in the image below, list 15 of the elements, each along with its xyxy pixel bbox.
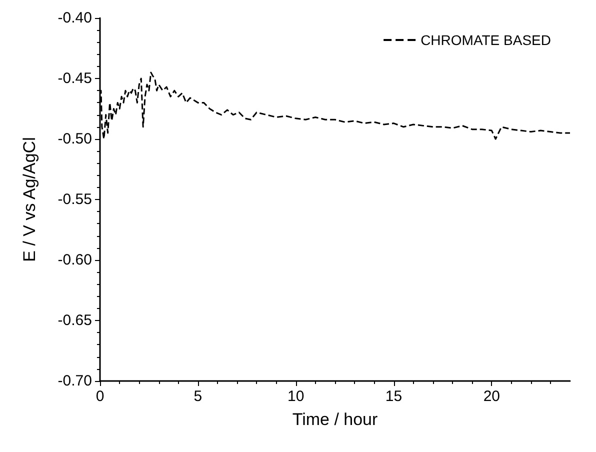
y-tick-label: -0.50	[58, 130, 92, 148]
legend-label: CHROMATE BASED	[420, 32, 552, 48]
y-tick-label: -0.45	[58, 70, 92, 87]
y-tick-label: -0.40	[58, 10, 92, 26]
x-tick-label: 0	[96, 388, 104, 405]
x-axis-title: Time / hour	[292, 410, 378, 429]
x-tick-label: 5	[194, 388, 202, 405]
x-tick-label: 10	[287, 388, 304, 405]
y-tick-label: -0.65	[58, 312, 92, 329]
x-tick-label: 15	[385, 388, 402, 405]
x-tick-label: 20	[483, 388, 500, 405]
y-tick-label: -0.60	[58, 252, 92, 268]
y-axis-title: E / V vs Ag/AgCl	[20, 137, 39, 262]
y-tick-label: -0.70	[58, 372, 92, 390]
y-tick-label: -0.55	[58, 191, 92, 208]
